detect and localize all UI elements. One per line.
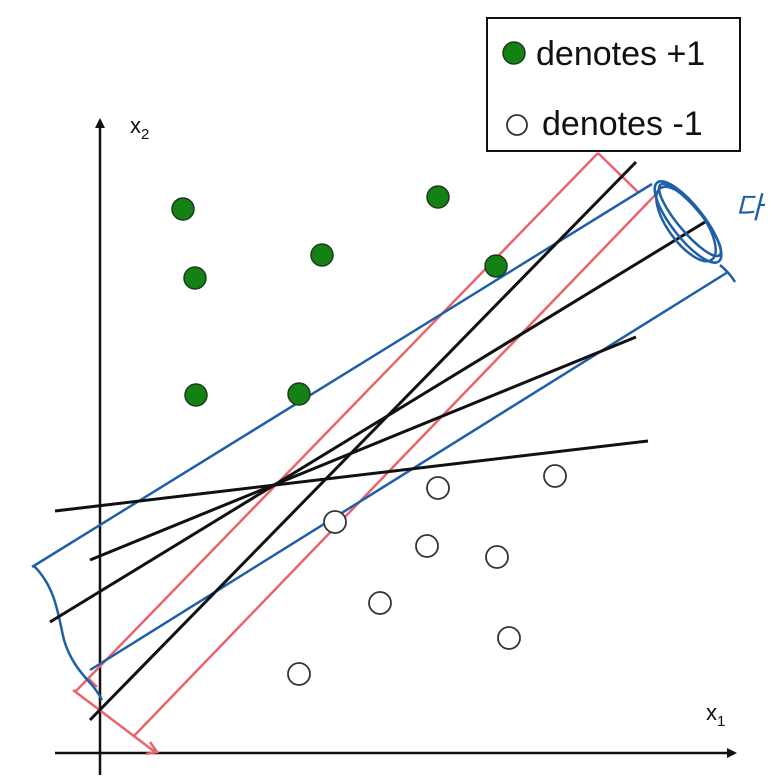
positive-point xyxy=(171,197,195,221)
legend-positive-label: denotes +1 xyxy=(536,35,705,73)
separator-line-4 xyxy=(89,335,637,562)
negative-point xyxy=(323,510,347,534)
positive-point xyxy=(184,383,208,407)
blue-width-bracket xyxy=(33,565,104,701)
x-axis-label: x1 xyxy=(706,700,725,730)
legend-positive-marker xyxy=(502,41,526,65)
positive-point xyxy=(484,254,508,278)
candidate-separators xyxy=(49,160,706,722)
blue-margin-lower xyxy=(89,270,729,672)
negative-point xyxy=(368,591,392,615)
positive-point xyxy=(426,185,450,209)
negative-point xyxy=(415,534,439,558)
negative-points xyxy=(287,464,567,686)
separator-line-2 xyxy=(49,220,706,624)
legend-box xyxy=(486,17,741,152)
blue-margin-band xyxy=(31,182,729,701)
red-right-angle xyxy=(88,678,98,688)
red-margin-band xyxy=(72,152,661,756)
separator-line-1 xyxy=(54,439,649,513)
red-width-marker-top xyxy=(597,152,640,194)
legend: denotes +1 denotes -1 xyxy=(486,17,741,152)
positive-point xyxy=(287,382,311,406)
negative-point xyxy=(543,464,567,488)
negative-point xyxy=(426,476,450,500)
handwritten-annotation: 다 xyxy=(735,192,766,225)
y-axis-label: x2 xyxy=(130,113,149,143)
separator-line-3 xyxy=(88,160,638,722)
handwritten-circle-scribble xyxy=(653,180,737,283)
negative-point xyxy=(287,662,311,686)
red-margin-upper xyxy=(74,152,599,693)
red-margin-lower xyxy=(132,189,661,738)
red-width-marker-bottom xyxy=(72,689,160,756)
legend-negative-marker xyxy=(506,114,528,136)
positive-point xyxy=(310,243,334,267)
positive-point xyxy=(183,266,207,290)
blue-margin-upper xyxy=(31,182,653,569)
legend-negative-label: denotes -1 xyxy=(542,105,703,143)
positive-points xyxy=(171,185,508,407)
negative-point xyxy=(485,545,509,569)
negative-point xyxy=(497,626,521,650)
